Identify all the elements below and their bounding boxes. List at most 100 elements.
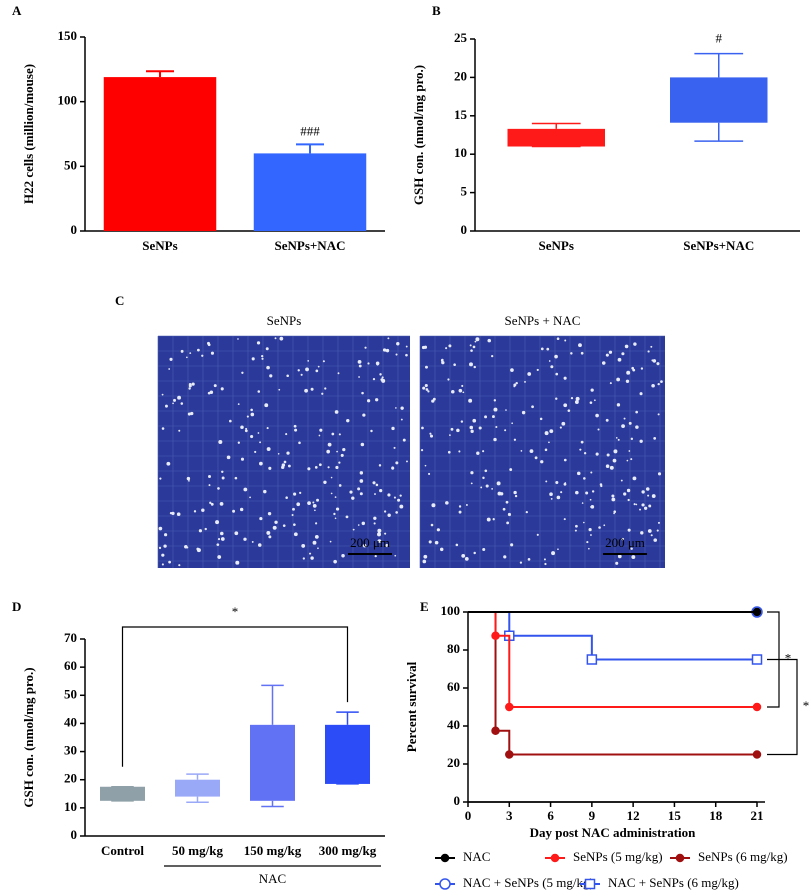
cell (585, 491, 589, 495)
cell (217, 555, 222, 559)
cell (281, 465, 285, 470)
cell (624, 344, 629, 349)
cell (188, 387, 191, 390)
cell (608, 350, 613, 354)
cell (578, 343, 582, 348)
cell (342, 447, 346, 452)
legend-marker (439, 878, 451, 890)
cell (196, 548, 201, 553)
cell (286, 451, 290, 455)
cell (531, 405, 534, 409)
cell (513, 438, 517, 441)
cell (594, 399, 596, 402)
cell (527, 372, 532, 376)
cell (220, 387, 224, 391)
cell (510, 543, 514, 547)
x-axis-title: Day post NAC administration (530, 825, 697, 840)
micrograph (158, 336, 410, 568)
box (670, 77, 768, 123)
y-tick-label: 10 (454, 145, 467, 160)
cell (504, 429, 507, 432)
cell (647, 529, 652, 533)
cell (237, 403, 240, 405)
cell (316, 498, 319, 502)
cell (327, 466, 330, 469)
cell (563, 376, 567, 380)
cell (375, 398, 379, 402)
legend-item: SeNPs (5 mg/kg) (545, 849, 663, 864)
significance-label: * (803, 698, 810, 713)
cell (641, 490, 645, 494)
cell (462, 391, 465, 394)
y-axis-title: H22 cells (million/mouse) (21, 64, 36, 204)
cell (234, 476, 238, 480)
cell (544, 431, 549, 436)
cell (251, 357, 255, 361)
cell (422, 386, 426, 390)
cell (314, 509, 316, 512)
cell (377, 528, 382, 533)
x-tick-label: 18 (709, 808, 723, 823)
cell (383, 510, 387, 513)
cell (652, 359, 657, 363)
cell (460, 420, 464, 423)
cell (597, 428, 600, 431)
cell (563, 403, 568, 408)
cell (405, 345, 408, 348)
y-tick-label: 60 (447, 679, 460, 694)
cell (480, 486, 483, 489)
cell (393, 446, 396, 449)
cell (598, 526, 601, 529)
cell (163, 544, 167, 548)
cell (492, 415, 495, 419)
cell (237, 441, 241, 444)
cell (395, 407, 397, 409)
cell (550, 497, 553, 500)
cell (296, 502, 301, 507)
cell (560, 491, 563, 494)
cell (269, 374, 273, 378)
x-tick-label: SeNPs (142, 238, 177, 253)
cell (595, 452, 599, 456)
x-tick-label: 3 (506, 808, 513, 823)
cell (166, 461, 171, 466)
marker (752, 607, 762, 617)
cell (630, 547, 633, 550)
marker (751, 654, 763, 665)
cell (321, 392, 324, 395)
x-tick-label: 9 (589, 808, 596, 823)
cell (239, 507, 244, 512)
legend-item: NAC + SeNPs (5 mg/kg) (435, 875, 594, 890)
cell (605, 418, 609, 422)
cell (161, 393, 164, 396)
cell (158, 546, 162, 550)
cell (536, 368, 539, 372)
y-tick-label: 20 (454, 68, 467, 83)
cell (336, 450, 338, 453)
cell (378, 464, 382, 467)
cell (346, 418, 350, 423)
cell (208, 475, 212, 479)
cell (543, 558, 546, 561)
cell (176, 512, 181, 517)
cell (563, 518, 566, 521)
x-tick-label: 0 (465, 808, 472, 823)
cell (373, 516, 377, 520)
cell (431, 503, 436, 508)
cell (653, 436, 657, 440)
cell (315, 522, 318, 525)
cell (639, 392, 643, 396)
cell (335, 465, 339, 470)
cell (250, 408, 253, 412)
cell (400, 418, 403, 421)
cell (193, 510, 197, 513)
y-tick-label: 25 (454, 30, 468, 45)
cell (178, 429, 181, 432)
cell (503, 555, 507, 559)
legend-label: NAC + SeNPs (5 mg/kg) (463, 875, 594, 890)
cell (396, 342, 400, 346)
cell (268, 535, 272, 539)
cell (458, 510, 462, 514)
cell (274, 520, 278, 524)
cell (362, 544, 367, 548)
